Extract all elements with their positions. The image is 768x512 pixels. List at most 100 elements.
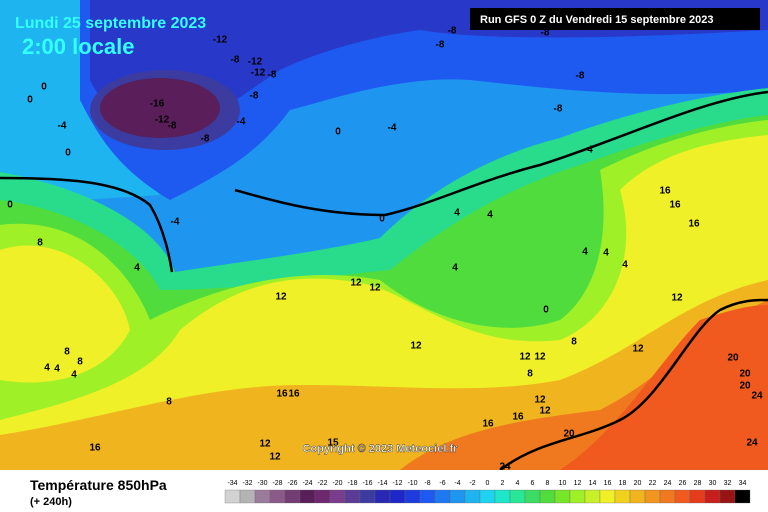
footer-lead: (+ 240h) bbox=[30, 496, 72, 508]
contour-label: 16 bbox=[288, 389, 300, 400]
contour-label: 4 bbox=[54, 364, 60, 375]
scale-label: 24 bbox=[664, 480, 672, 487]
contour-label: 16 bbox=[659, 186, 671, 197]
contour-label: -12 bbox=[248, 57, 263, 68]
contour-label: 20 bbox=[727, 353, 739, 364]
contour-label: 12 bbox=[534, 352, 546, 363]
contour-label: 4 bbox=[622, 260, 628, 271]
contour-label: 8 bbox=[37, 238, 43, 249]
contour-label: 20 bbox=[563, 429, 575, 440]
scale-swatch bbox=[419, 489, 436, 504]
scale-label: 34 bbox=[739, 480, 747, 487]
scale-label: 0 bbox=[486, 480, 490, 487]
contour-label: 20 bbox=[739, 369, 751, 380]
color-scale: -34 -32 -30 -28 -26 -24 -22 -20 -18 -16 -14 -12 -10-… bbox=[224, 480, 751, 504]
scale-swatch bbox=[554, 489, 571, 504]
contour-label: -8 bbox=[231, 55, 240, 66]
scale-swatch bbox=[494, 489, 511, 504]
scale-swatch bbox=[269, 489, 286, 504]
scale-label: -2 bbox=[469, 480, 475, 487]
contour-label: 8 bbox=[64, 347, 70, 358]
contour-label: -4 bbox=[171, 217, 180, 228]
scale-label: -12 bbox=[392, 480, 402, 487]
contour-label: -4 bbox=[58, 121, 67, 132]
scale-label: -30 bbox=[257, 480, 267, 487]
scale-swatch bbox=[344, 489, 361, 504]
footer-title: Température 850hPa bbox=[30, 477, 167, 493]
scale-label: -32 bbox=[242, 480, 252, 487]
region-cold bbox=[100, 78, 220, 138]
contour-label: -8 bbox=[436, 40, 445, 51]
contour-label: 16 bbox=[89, 443, 101, 454]
scale-label: 8 bbox=[546, 480, 550, 487]
scale-label: 18 bbox=[619, 480, 627, 487]
scale-swatch bbox=[629, 489, 646, 504]
contour-label: 4 bbox=[452, 263, 458, 274]
contour-label: -12 bbox=[155, 115, 170, 126]
scale-swatch bbox=[359, 489, 376, 504]
contour-label: -4 bbox=[388, 123, 397, 134]
contour-label: 12 bbox=[534, 395, 546, 406]
region-warm bbox=[0, 245, 130, 383]
contour-label: 24 bbox=[499, 462, 511, 473]
map-labels: -12-8 -8-8-8 -12-12 -8-8-16-12-8 -4-800-400-… bbox=[7, 26, 763, 473]
scale-swatch bbox=[314, 489, 331, 504]
scale-label: 2 bbox=[501, 480, 505, 487]
contour-label: 4 bbox=[134, 263, 140, 274]
contour-label: 16 bbox=[512, 412, 524, 423]
region-hot bbox=[560, 305, 768, 470]
scale-label: -34 bbox=[227, 480, 237, 487]
scale-label: -24 bbox=[302, 480, 312, 487]
scale-label: 6 bbox=[531, 480, 535, 487]
contour-label: 15 bbox=[327, 438, 339, 449]
contour-label: -8 bbox=[448, 26, 457, 37]
contour-label: 20 bbox=[739, 381, 751, 392]
scale-label: -4 bbox=[454, 480, 460, 487]
scale-swatch bbox=[434, 489, 451, 504]
scale-swatch bbox=[404, 489, 421, 504]
scale-label: 20 bbox=[634, 480, 642, 487]
contour-label: 12 bbox=[269, 452, 281, 463]
copyright: Copyright © 2023 Meteociel.fr bbox=[303, 443, 459, 455]
contour-label: 12 bbox=[369, 283, 381, 294]
scale-label: 16 bbox=[604, 480, 612, 487]
scale-swatch bbox=[719, 489, 736, 504]
scale-swatch bbox=[734, 489, 751, 504]
contour-label: -8 bbox=[168, 121, 177, 132]
map: -12-8 -8-8-8 -12-12 -8-8-16-12-8 -4-800-400-… bbox=[0, 0, 768, 473]
zero-isotherm bbox=[0, 90, 768, 273]
scale-label: 22 bbox=[649, 480, 657, 487]
scale-swatch bbox=[479, 489, 496, 504]
scale-label: 12 bbox=[574, 480, 582, 487]
scale-label: -16 bbox=[362, 480, 372, 487]
run-banner bbox=[470, 8, 760, 30]
scale-label: -14 bbox=[377, 480, 387, 487]
scale-swatch bbox=[569, 489, 586, 504]
scale-swatch bbox=[539, 489, 556, 504]
scale-swatch bbox=[389, 489, 406, 504]
contour-label: 12 bbox=[259, 439, 271, 450]
contour-label: -8 bbox=[268, 70, 277, 81]
contour-label: 4 bbox=[44, 363, 50, 374]
scale-swatch bbox=[584, 489, 601, 504]
contour-label: -8 bbox=[201, 134, 210, 145]
contour-label: 12 bbox=[671, 293, 683, 304]
scale-swatch bbox=[659, 489, 676, 504]
time: 2:00 locale bbox=[22, 34, 135, 59]
contour-label: -8 bbox=[554, 104, 563, 115]
contour-label: 0 bbox=[65, 148, 71, 159]
scale-label: -10 bbox=[407, 480, 417, 487]
scale-swatch bbox=[599, 489, 616, 504]
contour-label: -4 bbox=[237, 117, 246, 128]
contour-label: 4 bbox=[582, 247, 588, 258]
contour-label: 4 bbox=[603, 248, 609, 259]
contour-label: -12 bbox=[213, 35, 228, 46]
scale-label: 4 bbox=[516, 480, 520, 487]
scale-swatch bbox=[524, 489, 541, 504]
contour-label: 4 bbox=[587, 145, 593, 156]
scale-label: 32 bbox=[724, 480, 732, 487]
contour-label: 8 bbox=[166, 397, 172, 408]
contour-label: 12 bbox=[410, 341, 422, 352]
scale-label: 14 bbox=[589, 480, 597, 487]
